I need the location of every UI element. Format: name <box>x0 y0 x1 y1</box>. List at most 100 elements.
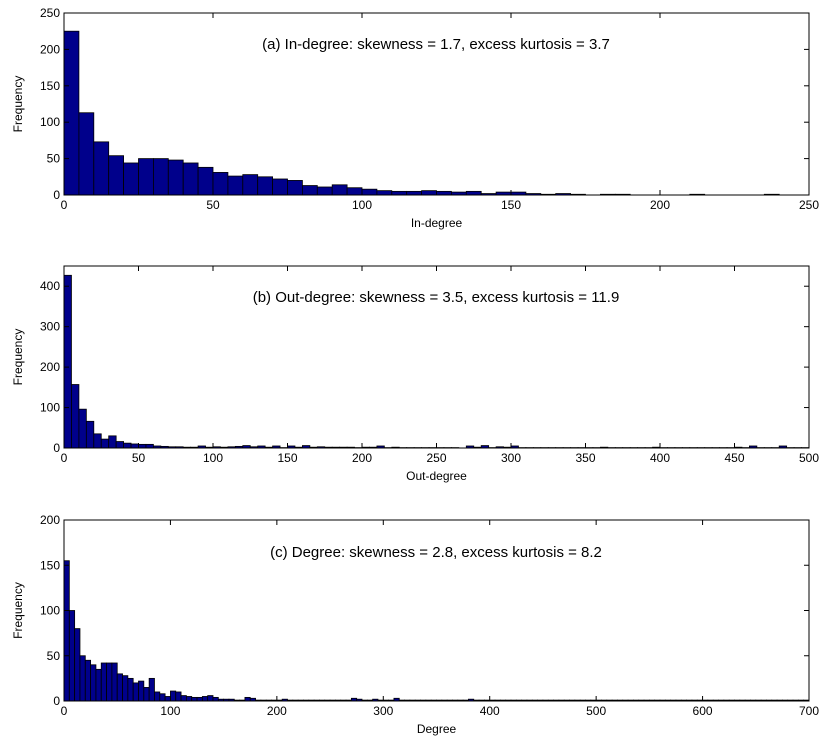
histogram-bar <box>207 695 214 702</box>
histogram-bar <box>196 696 203 702</box>
x-axis-label: In-degree <box>411 216 463 230</box>
chart-annotation: (c) Degree: skewness = 2.8, excess kurto… <box>270 544 602 561</box>
axes-frame <box>63 12 810 196</box>
x-tick-label: 700 <box>799 704 819 718</box>
histogram-bar <box>201 696 209 702</box>
x-tick-label: 50 <box>132 451 146 465</box>
histogram-bar <box>78 408 87 449</box>
histogram-bar <box>95 668 102 702</box>
histogram-bar <box>272 178 288 196</box>
histogram-bar <box>123 162 139 196</box>
histogram-bar <box>111 662 118 702</box>
y-tick-label: 0 <box>53 441 60 455</box>
histogram-bar <box>391 190 408 196</box>
y-axis-label: Frequency <box>11 76 25 133</box>
histogram-bar <box>227 175 244 196</box>
x-axis-label: Degree <box>417 722 457 736</box>
histogram-bar <box>154 691 161 702</box>
x-tick-label: 200 <box>650 198 670 212</box>
histogram-bar <box>106 662 113 702</box>
histogram-bar <box>180 695 187 702</box>
histogram-bar <box>108 155 124 196</box>
histogram-bar <box>116 673 123 702</box>
histogram-bar <box>376 190 393 196</box>
histogram-bar <box>159 693 166 702</box>
histogram-bar <box>138 158 154 196</box>
histogram-bar <box>436 190 452 196</box>
histogram-bar <box>287 180 303 196</box>
histogram-bar <box>63 274 72 449</box>
histogram-bar <box>85 420 95 449</box>
histogram-bar <box>182 162 199 196</box>
histogram-bar <box>212 696 219 702</box>
histogram-bar <box>123 442 132 449</box>
x-axis-label: Out-degree <box>406 469 467 483</box>
x-tick-label: 100 <box>203 451 223 465</box>
x-tick-label: 150 <box>501 198 521 212</box>
histogram-bar <box>257 176 274 196</box>
y-tick-label: 100 <box>40 401 60 415</box>
x-tick-label: 250 <box>799 198 819 212</box>
x-tick-label: 100 <box>352 198 372 212</box>
histogram-bar <box>167 159 184 196</box>
histogram-bar <box>406 190 423 196</box>
histogram-bar <box>138 443 147 449</box>
histogram-bar <box>242 174 259 196</box>
histogram-bar <box>93 433 102 449</box>
y-tick-label: 0 <box>53 188 60 202</box>
histogram-bar <box>191 696 198 702</box>
histogram-bar <box>68 610 76 702</box>
histogram-bar <box>331 184 348 196</box>
histogram-bar <box>63 30 80 196</box>
histogram-bar <box>361 188 378 196</box>
histogram-bar <box>63 560 70 702</box>
histogram-bar <box>143 687 150 702</box>
x-tick-label: 250 <box>426 451 446 465</box>
y-tick-label: 200 <box>40 513 60 527</box>
x-tick-label: 350 <box>575 451 595 465</box>
histogram-bar <box>145 443 154 449</box>
histogram-bar <box>100 438 110 449</box>
histogram-bar <box>71 384 80 449</box>
x-tick-label: 150 <box>277 451 297 465</box>
y-tick-label: 100 <box>40 604 60 618</box>
histogram-bar <box>122 675 129 702</box>
histogram-bar <box>152 158 169 196</box>
chart-annotation: (b) Out-degree: skewness = 3.5, excess k… <box>253 289 620 306</box>
histogram-bar <box>175 691 182 702</box>
chart-annotation: (a) In-degree: skewness = 1.7, excess ku… <box>262 36 610 53</box>
y-tick-label: 150 <box>40 79 60 93</box>
histogram-bar <box>170 690 177 702</box>
plot-area <box>64 520 809 701</box>
histogram-bar <box>185 696 193 702</box>
histogram-bar <box>79 655 86 702</box>
y-axis-label: Frequency <box>11 329 25 386</box>
x-tick-label: 0 <box>61 451 68 465</box>
histogram-bar <box>164 696 171 702</box>
x-tick-label: 300 <box>373 704 393 718</box>
histogram-bar <box>138 680 145 702</box>
histogram-bar <box>90 664 97 702</box>
y-tick-label: 300 <box>40 320 60 334</box>
x-tick-label: 400 <box>650 451 670 465</box>
plot-area <box>64 266 809 448</box>
histogram-panel-2: 0 50 100 150 200 250 300 350 400 450 500 0 100 200 300… <box>11 265 819 483</box>
histogram-panel-3: 0 100 200 300 400 500 600 700 0 50 100 150 200 Degree… <box>11 513 819 736</box>
histogram-bar <box>465 190 482 196</box>
x-tick-label: 500 <box>586 704 606 718</box>
histogram-bar <box>115 441 125 449</box>
x-tick-label: 300 <box>501 451 521 465</box>
histogram-bar <box>301 185 318 196</box>
y-tick-label: 150 <box>40 558 60 572</box>
y-tick-label: 0 <box>53 694 60 708</box>
y-tick-label: 200 <box>40 42 60 56</box>
y-tick-label: 100 <box>40 115 60 129</box>
histogram-bar <box>148 677 155 702</box>
histogram-bar <box>108 435 117 449</box>
y-tick-label: 50 <box>47 649 61 663</box>
y-axis-label: Frequency <box>11 582 25 639</box>
histogram-bar <box>346 187 363 196</box>
histogram-bar <box>93 141 110 196</box>
bars <box>63 30 780 196</box>
